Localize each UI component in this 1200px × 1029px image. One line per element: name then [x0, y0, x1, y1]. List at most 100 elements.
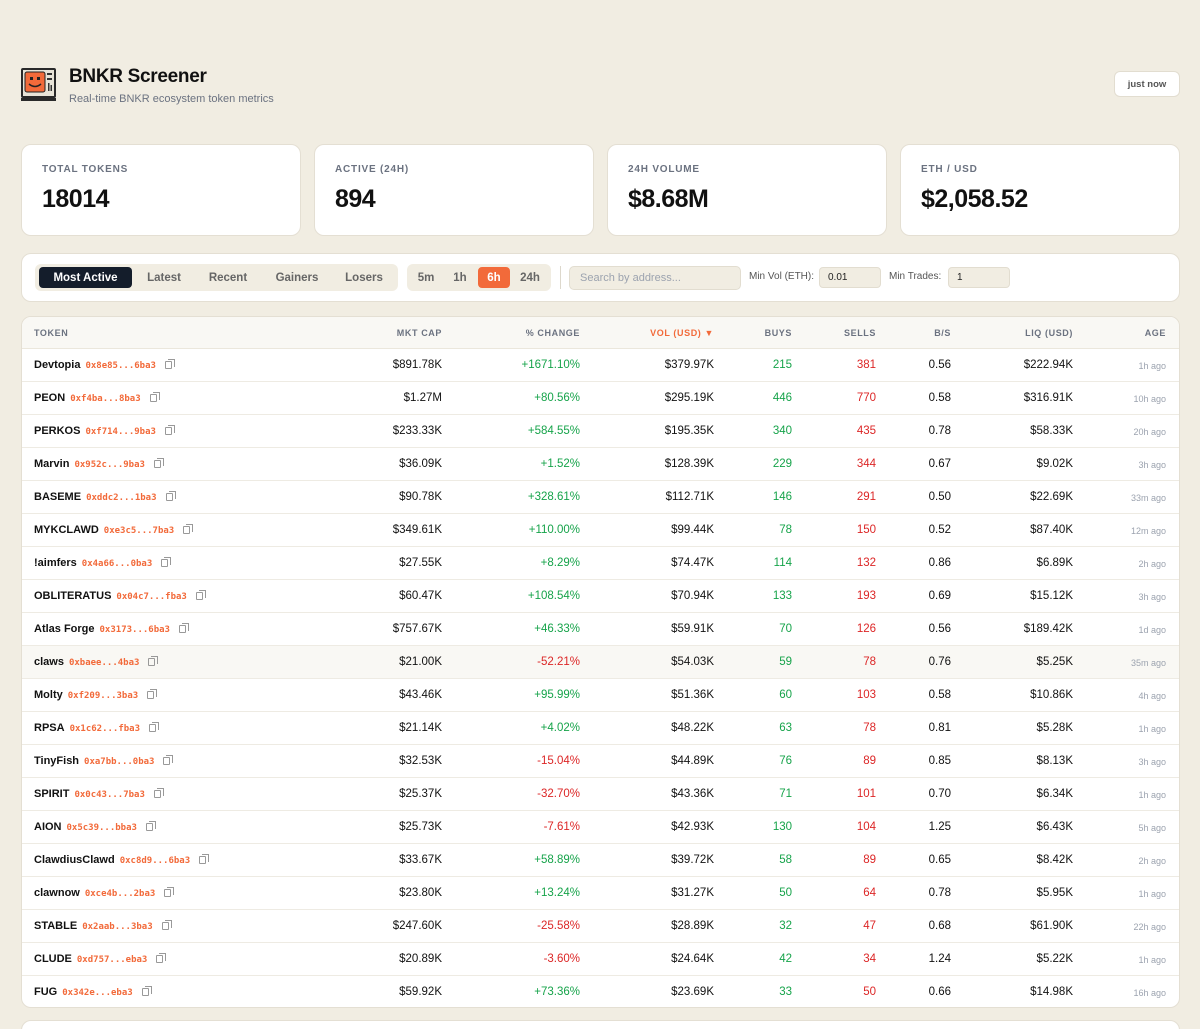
copy-icon[interactable]: [183, 524, 194, 534]
table-row[interactable]: !aimfers 0x4a66...0ba3 $27.55K +8.29% $74.47…: [22, 547, 1179, 580]
copy-icon[interactable]: [195, 590, 206, 600]
copy-icon[interactable]: [153, 788, 164, 798]
min-trades-input[interactable]: 1: [948, 267, 1010, 288]
token-name[interactable]: OBLITERATUS: [34, 590, 112, 602]
tab-losers[interactable]: Losers: [345, 271, 383, 284]
table-row[interactable]: OBLITERATUS 0x04c7...fba3 $60.47K +108.54% $…: [22, 580, 1179, 613]
table-row[interactable]: SPIRIT 0x0c43...7ba3 $25.37K -32.70% $43.36K…: [22, 778, 1179, 811]
table-row[interactable]: claws 0xbaee...4ba3 $21.00K -52.21% $54.03K 5…: [22, 646, 1179, 679]
token-name[interactable]: Molty: [34, 689, 63, 701]
table-row[interactable]: AION 0x5c39...bba3 $25.73K -7.61% $42.93K 130…: [22, 811, 1179, 844]
token-address[interactable]: 0x342e...eba3: [62, 988, 133, 998]
token-name[interactable]: Atlas Forge: [34, 623, 95, 635]
search-input[interactable]: Search by address...: [569, 266, 741, 290]
token-address[interactable]: 0xa7bb...0ba3: [84, 757, 155, 767]
table-row[interactable]: Marvin 0x952c...9ba3 $36.09K +1.52% $128.39K…: [22, 448, 1179, 481]
token-address[interactable]: 0xce4b...2ba3: [84, 889, 156, 899]
col-change[interactable]: % CHANGE: [525, 328, 580, 338]
tab-most-active[interactable]: Most Active: [39, 267, 132, 288]
table-row[interactable]: PERKOS 0xf714...9ba3 $233.33K +584.55% $195.…: [22, 415, 1179, 448]
token-address[interactable]: 0x04c7...fba3: [116, 592, 187, 602]
col-age[interactable]: AGE: [1144, 328, 1166, 338]
copy-icon[interactable]: [145, 821, 156, 831]
token-address[interactable]: 0xe3c5...7ba3: [103, 526, 175, 536]
min-vol-input[interactable]: 0.01: [819, 267, 881, 288]
copy-icon[interactable]: [141, 986, 152, 996]
token-name[interactable]: Devtopia: [34, 359, 81, 371]
token-name[interactable]: PEON: [34, 392, 66, 404]
token-name[interactable]: AION: [34, 821, 62, 833]
timeframe-1h[interactable]: 1h: [453, 271, 467, 284]
tab-latest[interactable]: Latest: [147, 271, 181, 284]
token-name[interactable]: MYKCLAWD: [34, 524, 99, 536]
token-name[interactable]: CLUDE: [34, 953, 72, 965]
copy-icon[interactable]: [178, 623, 189, 633]
token-address[interactable]: 0xddc2...1ba3: [86, 493, 157, 503]
token-name[interactable]: STABLE: [34, 920, 78, 932]
token-address[interactable]: 0xc8d9...6ba3: [119, 856, 191, 866]
token-name[interactable]: Marvin: [34, 458, 70, 470]
tab-gainers[interactable]: Gainers: [275, 271, 319, 284]
token-name[interactable]: PERKOS: [34, 425, 81, 437]
copy-icon[interactable]: [147, 689, 158, 699]
table-row[interactable]: PEON 0xf4ba...8ba3 $1.27M +80.56% $295.19K 44…: [22, 382, 1179, 415]
token-name[interactable]: RPSA: [34, 722, 65, 734]
tab-recent[interactable]: Recent: [208, 271, 248, 284]
col-mkt-cap[interactable]: MKT CAP: [396, 328, 442, 338]
copy-icon[interactable]: [164, 887, 175, 897]
token-name[interactable]: BASEME: [34, 491, 82, 503]
token-address[interactable]: 0xf714...9ba3: [85, 427, 156, 437]
col-bs[interactable]: B/S: [934, 328, 951, 338]
timeframe-24h[interactable]: 24h: [520, 271, 540, 284]
table-row[interactable]: MYKCLAWD 0xe3c5...7ba3 $349.61K +110.00% $99…: [22, 514, 1179, 547]
token-name[interactable]: FUG: [34, 986, 58, 998]
table-row[interactable]: TinyFish 0xa7bb...0ba3 $32.53K -15.04% $44.8…: [22, 745, 1179, 778]
table-row[interactable]: RPSA 0x1c62...fba3 $21.14K +4.02% $48.22K 63 7…: [22, 712, 1179, 745]
copy-icon[interactable]: [164, 359, 175, 369]
token-address[interactable]: 0x0c43...7ba3: [74, 790, 145, 800]
col-sells[interactable]: SELLS: [843, 328, 876, 338]
timeframe-5m[interactable]: 5m: [417, 271, 435, 284]
token-address[interactable]: 0x1c62...fba3: [69, 724, 141, 734]
token-address[interactable]: 0xbaee...4ba3: [68, 658, 140, 668]
table-row[interactable]: ClawdiusClawd 0xc8d9...6ba3 $33.67K +58.89%…: [22, 844, 1179, 877]
copy-icon[interactable]: [165, 491, 176, 501]
timeframe-6h[interactable]: 6h: [478, 267, 510, 288]
copy-icon[interactable]: [156, 953, 167, 963]
token-name[interactable]: SPIRIT: [34, 788, 70, 800]
copy-icon[interactable]: [199, 854, 210, 864]
table-row[interactable]: FUG 0x342e...eba3 $59.92K +73.36% $23.69K 33 5…: [22, 976, 1179, 1007]
token-address[interactable]: 0x8e85...6ba3: [85, 361, 156, 371]
copy-icon[interactable]: [164, 425, 175, 435]
token-name[interactable]: TinyFish: [34, 755, 80, 767]
table-row[interactable]: CLUDE 0xd757...eba3 $20.89K -3.60% $24.64K 42…: [22, 943, 1179, 976]
table-row[interactable]: STABLE 0x2aab...3ba3 $247.60K -25.58% $28.89…: [22, 910, 1179, 943]
token-address[interactable]: 0xf4ba...8ba3: [70, 394, 141, 404]
copy-icon[interactable]: [149, 392, 160, 402]
token-address[interactable]: 0x4a66...0ba3: [81, 559, 153, 569]
col-buys[interactable]: BUYS: [764, 328, 792, 338]
token-address[interactable]: 0xd757...eba3: [76, 955, 148, 965]
table-row[interactable]: clawnow 0xce4b...2ba3 $23.80K +13.24% $31.27…: [22, 877, 1179, 910]
copy-icon[interactable]: [161, 920, 172, 930]
token-address[interactable]: 0xf209...3ba3: [67, 691, 139, 701]
copy-icon[interactable]: [148, 656, 159, 666]
token-address[interactable]: 0x2aab...3ba3: [82, 922, 153, 932]
col-token[interactable]: TOKEN: [34, 328, 69, 338]
table-row[interactable]: BASEME 0xddc2...1ba3 $90.78K +328.61% $112.7…: [22, 481, 1179, 514]
token-name[interactable]: ClawdiusClawd: [34, 854, 115, 866]
token-name[interactable]: !aimfers: [34, 557, 77, 569]
token-name[interactable]: clawnow: [34, 887, 80, 899]
copy-icon[interactable]: [149, 722, 160, 732]
last-updated-button[interactable]: just now: [1114, 71, 1180, 97]
copy-icon[interactable]: [163, 755, 174, 765]
copy-icon[interactable]: [153, 458, 164, 468]
token-address[interactable]: 0x952c...9ba3: [74, 460, 145, 470]
col-volume[interactable]: VOL (USD) ▼: [650, 328, 714, 338]
token-name[interactable]: claws: [34, 656, 64, 668]
token-address[interactable]: 0x5c39...bba3: [66, 823, 137, 833]
copy-icon[interactable]: [161, 557, 172, 567]
table-row[interactable]: Devtopia 0x8e85...6ba3 $891.78K +1671.10% $3…: [22, 349, 1179, 382]
table-row[interactable]: Atlas Forge 0x3173...6ba3 $757.67K +46.33% $…: [22, 613, 1179, 646]
col-liq[interactable]: LIQ (USD): [1025, 328, 1073, 338]
